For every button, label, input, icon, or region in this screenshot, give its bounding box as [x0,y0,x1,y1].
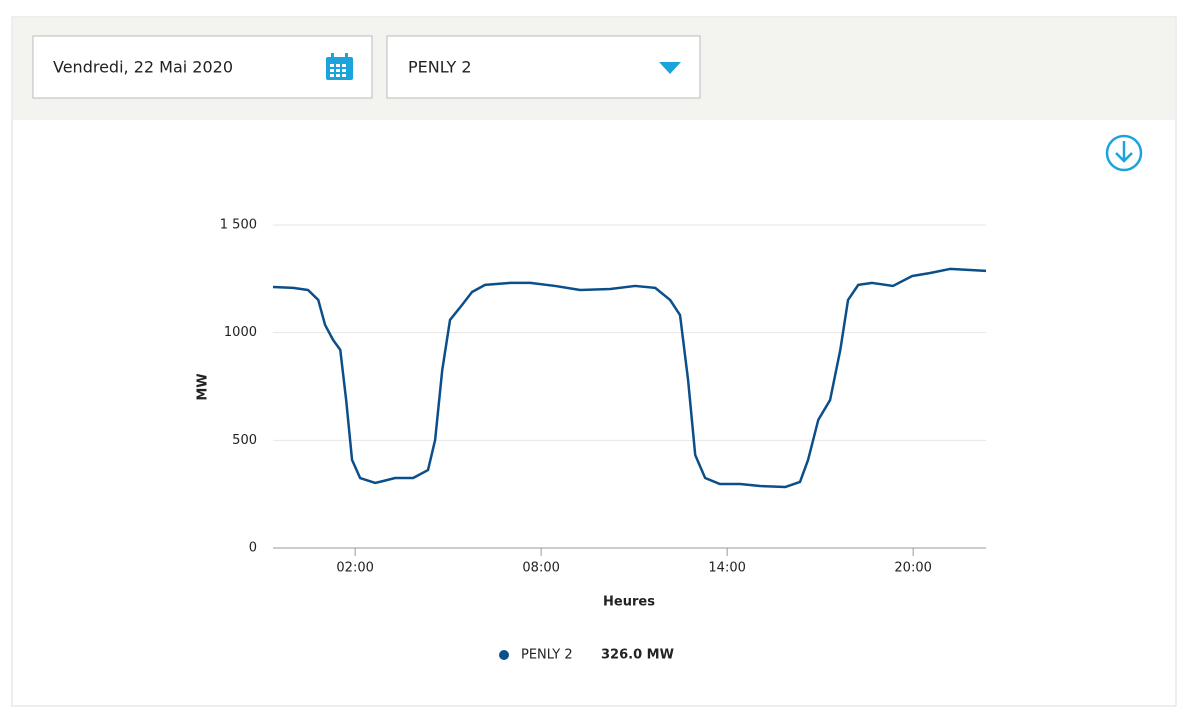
date-box[interactable] [32,35,373,99]
legend-label: PENLY 2 [521,648,573,663]
x-tick-label: 02:00 [336,561,373,576]
dropdown-arrow[interactable] [659,62,681,74]
line [272,267,987,489]
calendar-icon[interactable] [326,53,353,80]
panel [11,16,1177,707]
y-axis-title: MW [196,373,211,400]
x-axis-title: Heures [603,595,655,610]
select-text: PENLY 2 [408,58,472,77]
download-button[interactable] [1105,134,1143,172]
legend-value: 326.0 MW [601,648,674,663]
x-tick-label: 14:00 [708,561,745,576]
x-tick-label: 08:00 [522,561,559,576]
y-tick-label: 1000 [224,325,257,340]
y-tick-label: 500 [232,433,257,448]
y-tick-label: 0 [249,541,257,556]
date-text: Vendredi, 22 Mai 2020 [53,58,233,77]
y-tick-label: 1 500 [220,218,257,233]
select-box[interactable] [386,35,701,99]
legend-marker [499,650,509,660]
unit-select[interactable]: PENLY 2 [386,35,701,99]
date-picker[interactable]: Vendredi, 22 Mai 2020 [32,35,373,99]
x-tick-label: 20:00 [894,561,931,576]
